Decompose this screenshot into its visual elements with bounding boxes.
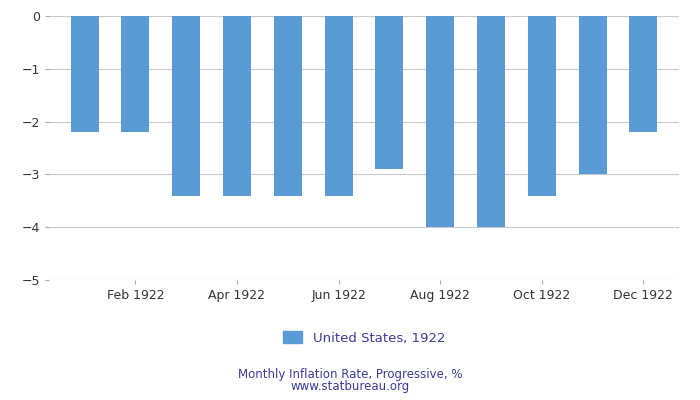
Text: www.statbureau.org: www.statbureau.org: [290, 380, 410, 393]
Bar: [375, 16, 403, 169]
Bar: [121, 16, 149, 132]
Bar: [426, 16, 454, 227]
Bar: [223, 16, 251, 196]
Bar: [579, 16, 607, 174]
Bar: [528, 16, 556, 196]
Bar: [274, 16, 302, 196]
Legend: United States, 1922: United States, 1922: [277, 326, 451, 350]
Bar: [477, 16, 505, 227]
Bar: [629, 16, 657, 132]
Bar: [172, 16, 200, 196]
Bar: [325, 16, 353, 196]
Text: Monthly Inflation Rate, Progressive, %: Monthly Inflation Rate, Progressive, %: [238, 368, 462, 381]
Bar: [71, 16, 99, 132]
